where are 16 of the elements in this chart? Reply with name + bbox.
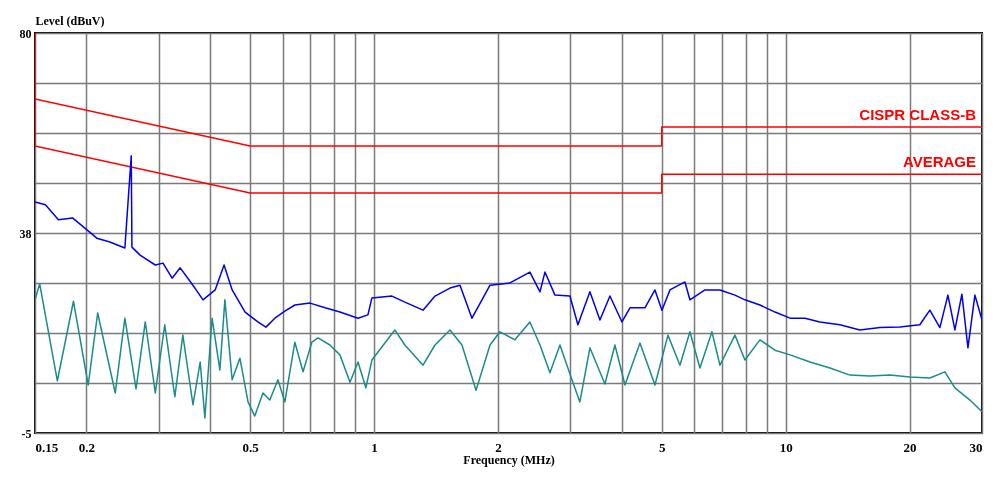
x-tick-label: 0.15	[35, 439, 59, 455]
y-tick-label: 38	[19, 226, 32, 241]
x-tick-label: 20	[903, 439, 917, 455]
x-axis-title: Frequency (MHz)	[463, 452, 555, 467]
x-tick-label: 5	[659, 439, 666, 455]
series-label: CISPR CLASS-B	[859, 106, 977, 124]
x-tick-label: 1	[371, 439, 378, 455]
y-tick-label: 80	[19, 26, 32, 41]
series-label: AVERAGE	[902, 153, 976, 171]
x-tick-label: 0.5	[242, 439, 260, 455]
x-tick-label: 30	[969, 439, 983, 455]
y-tick-label: -5	[21, 426, 32, 441]
y-axis-title: Level (dBuV)	[35, 13, 105, 28]
x-tick-label: 2	[495, 439, 502, 455]
x-tick-label: 10	[779, 439, 793, 455]
x-tick-label: 0.2	[78, 439, 96, 455]
